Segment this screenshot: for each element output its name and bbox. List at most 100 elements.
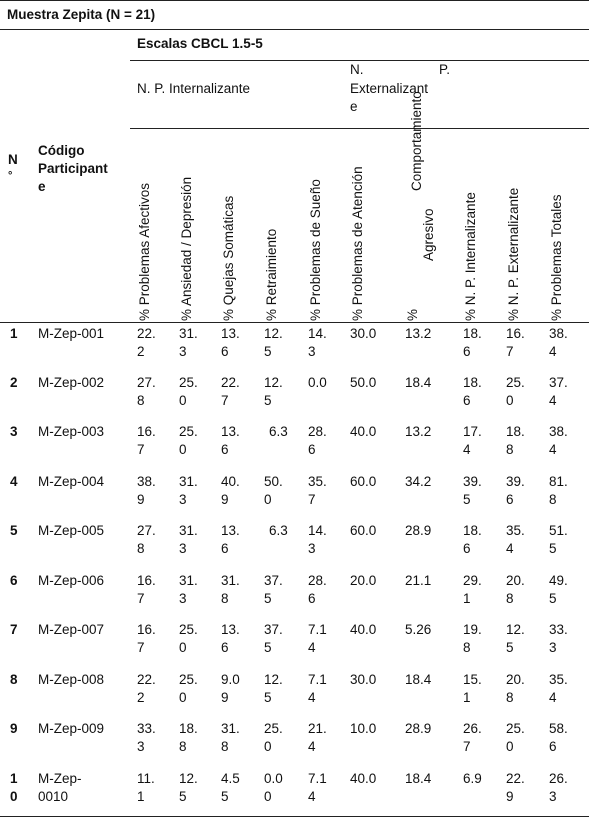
value-cell: 38.: [137, 474, 156, 489]
value-cell: 7: [137, 640, 145, 655]
value-cell: 6: [221, 442, 229, 457]
participant-code: M-Zep-006: [38, 573, 105, 588]
group-external-line2: Externalizant: [350, 81, 429, 96]
value-cell: 16.: [137, 424, 156, 439]
col-header-3: % Quejas Somáticas: [221, 195, 236, 321]
value-cell: 20.0: [350, 573, 377, 588]
value-cell: 40.0: [350, 771, 377, 786]
value-cell: 22.: [137, 672, 156, 687]
value-cell: 3: [549, 640, 557, 655]
value-cell: 8: [221, 591, 229, 606]
value-cell: 13.: [221, 424, 240, 439]
value-cell: 13.: [221, 326, 240, 341]
value-cell: 51.: [549, 523, 568, 538]
value-cell: 18.: [179, 721, 198, 736]
value-cell: 5: [221, 789, 229, 804]
scales-header: Escalas CBCL 1.5-5: [137, 36, 263, 51]
value-cell: 4: [463, 442, 471, 457]
value-cell: 16.: [137, 622, 156, 637]
value-cell: 7: [308, 492, 316, 507]
value-cell: 7: [506, 344, 514, 359]
row-number: 2: [10, 375, 18, 390]
col-header-8: % N. P. Internalizante: [463, 192, 478, 321]
group-internal: N. P. Internalizante: [137, 81, 251, 96]
value-cell: 11.: [137, 771, 155, 786]
value-cell: 16.: [137, 573, 156, 588]
value-cell: 4: [308, 640, 316, 655]
value-cell: 40.: [221, 474, 240, 489]
value-cell: 25.: [506, 375, 525, 390]
value-cell: 4: [308, 690, 316, 705]
value-cell: 38.: [549, 424, 568, 439]
value-cell: 29.: [463, 573, 482, 588]
row-number: 3: [10, 424, 18, 439]
value-cell: 5: [549, 541, 557, 556]
value-cell: 3: [549, 789, 557, 804]
value-cell: 30.0: [350, 672, 377, 687]
value-cell: 35.: [549, 672, 568, 687]
value-cell: 3: [179, 344, 187, 359]
value-cell: 4: [549, 393, 557, 408]
value-cell: 6: [221, 541, 229, 556]
value-cell: 18.4: [405, 672, 432, 687]
value-cell: 0: [179, 393, 187, 408]
participant-code: M-Zep-008: [38, 672, 105, 687]
value-cell: 31.: [221, 721, 240, 736]
value-cell: 9: [221, 492, 229, 507]
row-number: 6: [10, 573, 18, 588]
value-cell: 6: [221, 640, 229, 655]
value-cell: 4: [549, 690, 557, 705]
value-cell: 7.1: [308, 672, 327, 687]
value-cell: 25.: [264, 721, 283, 736]
value-cell: 81.: [549, 474, 568, 489]
value-cell: 7: [137, 442, 145, 457]
value-cell: 4: [549, 344, 557, 359]
value-cell: 13.2: [405, 424, 432, 439]
value-cell: 40.0: [350, 622, 377, 637]
value-cell: 0: [264, 789, 272, 804]
row-number: 0: [10, 789, 18, 804]
value-cell: 7: [137, 591, 145, 606]
value-cell: 1: [137, 789, 145, 804]
row-number: 8: [10, 672, 18, 687]
value-cell: 7.1: [308, 622, 327, 637]
value-cell: 0.0: [308, 375, 327, 390]
row-number: 4: [10, 474, 18, 489]
value-cell: 50.: [264, 474, 283, 489]
value-cell: 4: [549, 442, 557, 457]
value-cell: 28.9: [405, 523, 432, 538]
value-cell: 21.: [308, 721, 327, 736]
value-cell: 9: [506, 789, 514, 804]
value-cell: 13.: [221, 523, 240, 538]
value-cell: 60.0: [350, 474, 377, 489]
value-cell: 25.: [506, 721, 525, 736]
value-cell: 10.0: [350, 721, 377, 736]
value-cell: 9: [137, 492, 145, 507]
row-number: 7: [10, 622, 18, 637]
value-cell: 5: [264, 690, 272, 705]
participant-code: M-Zep-001: [38, 326, 105, 341]
participant-code: M-Zep-005: [38, 523, 105, 538]
value-cell: 26.: [463, 721, 482, 736]
rule-header-bottom: [0, 322, 589, 323]
value-cell: 9: [221, 690, 229, 705]
value-cell: 18.: [463, 326, 482, 341]
value-cell: 7.1: [308, 771, 327, 786]
value-cell: 0: [506, 739, 514, 754]
value-cell: 14.: [308, 523, 327, 538]
value-cell: 0: [179, 690, 187, 705]
value-cell: 18.: [463, 375, 482, 390]
value-cell: 25.: [179, 672, 198, 687]
col-header-9: % N. P. Externalizante: [506, 187, 521, 321]
value-cell: 6.3: [269, 424, 288, 439]
value-cell: 8: [137, 393, 145, 408]
value-cell: 6: [506, 492, 514, 507]
value-cell: 18.4: [405, 375, 432, 390]
value-cell: 5: [179, 789, 187, 804]
group-external-p: P.: [438, 62, 450, 77]
table-title: Muestra Zepita (N = 21): [7, 7, 156, 22]
value-cell: 8: [506, 442, 514, 457]
value-cell: 6.9: [463, 771, 482, 786]
value-cell: 31.: [179, 326, 198, 341]
value-cell: 5: [264, 344, 272, 359]
